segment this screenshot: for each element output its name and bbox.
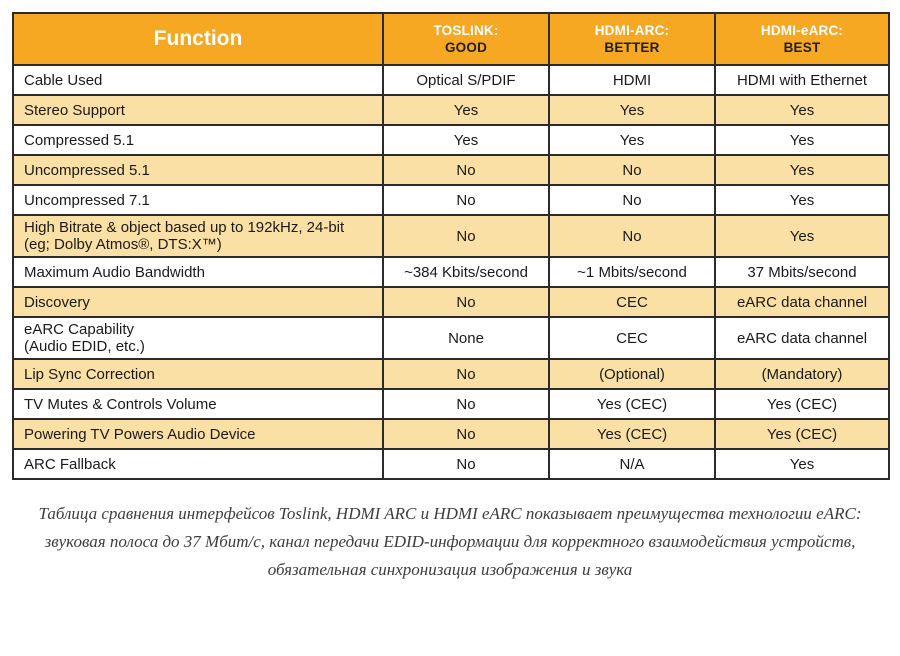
toslink-cell: No (382, 388, 550, 420)
toslink-cell: No (382, 358, 550, 390)
table-row: High Bitrate & object based up to 192kHz… (12, 214, 890, 258)
hdmi-earc-cell: Yes (714, 214, 890, 258)
function-cell: Uncompressed 5.1 (12, 154, 384, 186)
function-cell: Cable Used (12, 64, 384, 96)
function-cell: Maximum Audio Bandwidth (12, 256, 384, 288)
hdmi-earc-column-title: HDMI-eARC: (760, 23, 844, 38)
hdmi-arc-cell: Yes (CEC) (548, 388, 716, 420)
table-row: eARC Capability (Audio EDID, etc.) None … (12, 316, 890, 360)
function-cell: High Bitrate & object based up to 192kHz… (12, 214, 384, 258)
toslink-column-title: TOSLINK: (433, 23, 499, 38)
hdmi-earc-cell: HDMI with Ethernet (714, 64, 890, 96)
hdmi-arc-cell: Yes (548, 124, 716, 156)
hdmi-earc-cell: Yes (714, 184, 890, 216)
hdmi-earc-column-rating: BEST (783, 40, 821, 55)
table-row: Discovery No CEC eARC data channel (12, 286, 890, 318)
hdmi-earc-cell: (Mandatory) (714, 358, 890, 390)
hdmi-earc-cell: Yes (714, 448, 890, 480)
hdmi-arc-cell: (Optional) (548, 358, 716, 390)
hdmi-arc-cell: CEC (548, 286, 716, 318)
toslink-cell: No (382, 184, 550, 216)
table-row: Uncompressed 5.1 No No Yes (12, 154, 890, 186)
toslink-cell: No (382, 448, 550, 480)
hdmi-earc-cell: Yes (714, 94, 890, 126)
hdmi-earc-column-header: HDMI-eARC: BEST (714, 12, 890, 66)
toslink-column-header: TOSLINK: GOOD (382, 12, 550, 66)
table-row: Maximum Audio Bandwidth ~384 Kbits/secon… (12, 256, 890, 288)
table-row: Compressed 5.1 Yes Yes Yes (12, 124, 890, 156)
table-row: ARC Fallback No N/A Yes (12, 448, 890, 480)
table-header-row: Function TOSLINK: GOOD HDMI-ARC: BETTER … (12, 12, 890, 66)
toslink-cell: No (382, 418, 550, 450)
hdmi-earc-cell: Yes (714, 154, 890, 186)
function-cell: Discovery (12, 286, 384, 318)
table-row: Uncompressed 7.1 No No Yes (12, 184, 890, 216)
function-column-header: Function (12, 12, 384, 66)
hdmi-arc-cell: ~1 Mbits/second (548, 256, 716, 288)
table-caption: Таблица сравнения интерфейсов Toslink, H… (38, 504, 862, 580)
hdmi-arc-cell: Yes (548, 94, 716, 126)
table-row: Powering TV Powers Audio Device No Yes (… (12, 418, 890, 450)
function-cell: TV Mutes & Controls Volume (12, 388, 384, 420)
table-row: Stereo Support Yes Yes Yes (12, 94, 890, 126)
function-cell: Compressed 5.1 (12, 124, 384, 156)
table-row: TV Mutes & Controls Volume No Yes (CEC) … (12, 388, 890, 420)
table-row: Lip Sync Correction No (Optional) (Manda… (12, 358, 890, 390)
toslink-cell: Yes (382, 124, 550, 156)
hdmi-earc-cell: Yes (CEC) (714, 388, 890, 420)
toslink-cell: No (382, 286, 550, 318)
function-cell: eARC Capability (Audio EDID, etc.) (12, 316, 384, 360)
hdmi-arc-cell: Yes (CEC) (548, 418, 716, 450)
toslink-cell: Yes (382, 94, 550, 126)
hdmi-arc-cell: HDMI (548, 64, 716, 96)
toslink-cell: Optical S/PDIF (382, 64, 550, 96)
hdmi-arc-cell: No (548, 184, 716, 216)
table-row: Cable Used Optical S/PDIF HDMI HDMI with… (12, 64, 890, 96)
toslink-column-rating: GOOD (444, 40, 488, 55)
hdmi-earc-cell: Yes (CEC) (714, 418, 890, 450)
hdmi-arc-cell: No (548, 214, 716, 258)
function-cell: Stereo Support (12, 94, 384, 126)
function-cell: Uncompressed 7.1 (12, 184, 384, 216)
hdmi-arc-column-title: HDMI-ARC: (594, 23, 670, 38)
toslink-cell: None (382, 316, 550, 360)
toslink-cell: No (382, 154, 550, 186)
toslink-cell: ~384 Kbits/second (382, 256, 550, 288)
function-cell: Lip Sync Correction (12, 358, 384, 390)
function-cell: Powering TV Powers Audio Device (12, 418, 384, 450)
hdmi-earc-cell: eARC data channel (714, 286, 890, 318)
hdmi-earc-cell: Yes (714, 124, 890, 156)
hdmi-arc-column-header: HDMI-ARC: BETTER (548, 12, 716, 66)
hdmi-arc-cell: N/A (548, 448, 716, 480)
comparison-table: Function TOSLINK: GOOD HDMI-ARC: BETTER … (12, 12, 890, 480)
toslink-cell: No (382, 214, 550, 258)
hdmi-arc-cell: No (548, 154, 716, 186)
function-cell: ARC Fallback (12, 448, 384, 480)
hdmi-arc-column-rating: BETTER (604, 40, 660, 55)
hdmi-arc-cell: CEC (548, 316, 716, 360)
hdmi-earc-cell: eARC data channel (714, 316, 890, 360)
hdmi-earc-cell: 37 Mbits/second (714, 256, 890, 288)
